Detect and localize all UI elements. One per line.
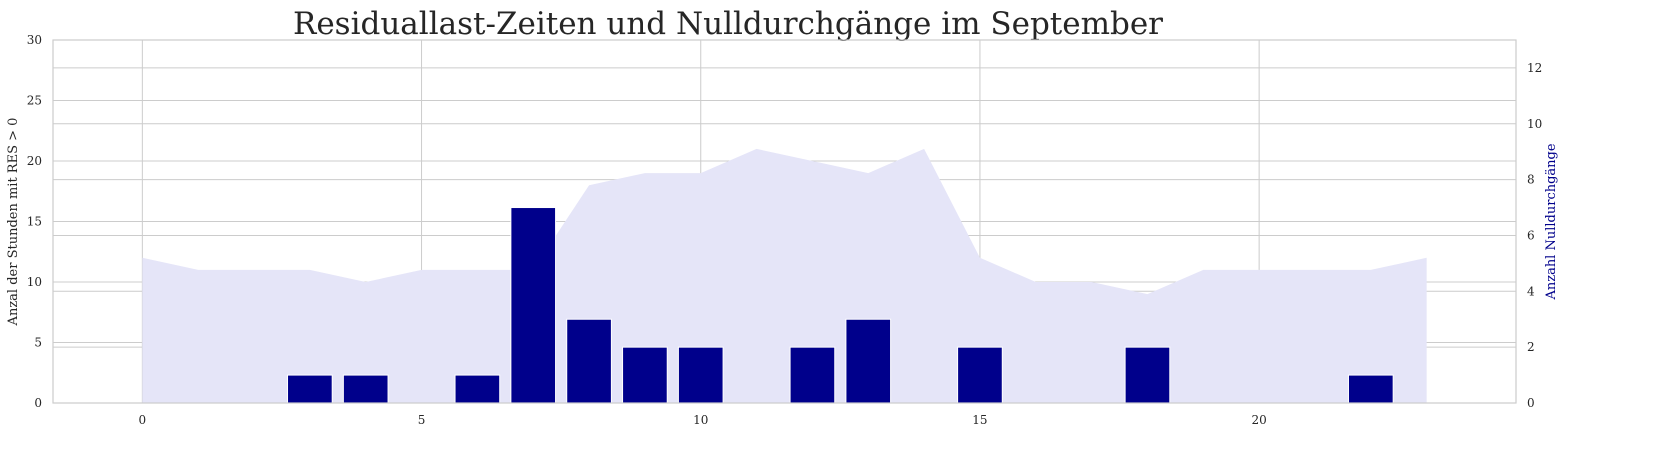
x-tick-label-5: 5 <box>418 413 426 427</box>
y-right-tick-label-10: 10 <box>1527 117 1542 131</box>
x-tick-label-20: 20 <box>1251 413 1266 427</box>
bar-x-3 <box>287 374 333 404</box>
y-right-tick-label-6: 6 <box>1527 228 1535 242</box>
chart-title: Residuallast-Zeiten und Nulldurchgänge i… <box>293 6 1163 42</box>
plot-frame <box>52 39 1517 404</box>
bar-x-13 <box>845 318 892 404</box>
y-axis-right-label: Anzahl Nulldurchgänge <box>1544 143 1559 300</box>
y-left-tick-label-5: 5 <box>34 336 42 350</box>
y-right-tick-label-8: 8 <box>1527 173 1535 187</box>
y-axis-left-label: Anzal der Stunden mit RES > 0 <box>6 118 21 327</box>
y-left-tick-label-0: 0 <box>34 396 42 410</box>
bar-x-6 <box>454 374 501 404</box>
x-tick-label-10: 10 <box>693 413 708 427</box>
area-residual-hours <box>142 148 1427 403</box>
bar-x-7 <box>510 207 557 404</box>
y-right-tick-label-4: 4 <box>1527 284 1535 298</box>
x-tick-label-15: 15 <box>972 413 987 427</box>
bar-series <box>287 207 1394 404</box>
bar-x-12 <box>789 346 836 404</box>
bar-x-8 <box>566 318 612 404</box>
bar-x-22 <box>1347 374 1394 404</box>
bar-x-15 <box>957 346 1003 404</box>
bar-x-9 <box>622 346 668 404</box>
y-left-tick-label-25: 25 <box>27 94 42 108</box>
y-left-tick-label-30: 30 <box>27 33 42 47</box>
bar-x-18 <box>1124 346 1171 404</box>
y-right-tick-label-0: 0 <box>1527 396 1535 410</box>
y-left-tick-label-20: 20 <box>27 154 42 168</box>
y-right-tick-label-2: 2 <box>1527 340 1535 354</box>
y-left-tick-label-15: 15 <box>27 215 42 229</box>
bar-x-10 <box>677 346 724 404</box>
tick-labels: 0 5 10 15 20 0 5 10 15 20 25 30 0 2 4 6 8 10 12 <box>27 33 1543 427</box>
y-left-tick-label-10: 10 <box>27 275 42 289</box>
bar-x-4 <box>342 374 389 404</box>
area-series <box>142 148 1427 403</box>
y-right-tick-label-12: 12 <box>1527 61 1542 75</box>
x-tick-label-0: 0 <box>139 413 147 427</box>
